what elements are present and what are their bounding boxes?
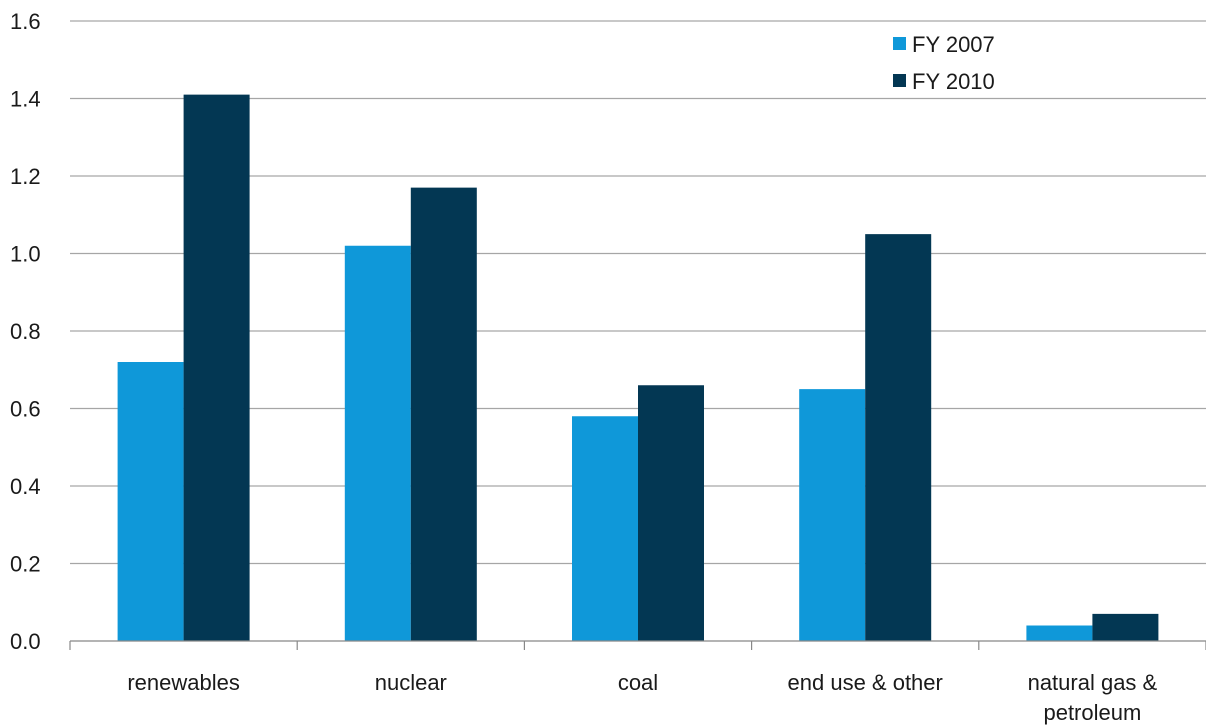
x-tick-label-line: petroleum xyxy=(1043,700,1141,725)
x-axis xyxy=(69,640,1206,650)
bar-fy-2010 xyxy=(1092,613,1159,641)
x-tick-label-line: renewables xyxy=(127,670,240,695)
bar-fy-2007 xyxy=(799,389,866,641)
bar-fy-2007 xyxy=(572,416,638,641)
legend-label: FY 2010 xyxy=(912,69,995,94)
y-tick-label: 0.0 xyxy=(10,629,41,654)
bar-fy-2007 xyxy=(344,245,411,641)
x-axis-labels: renewables nuclear coal end use & other natu… xyxy=(127,670,1157,725)
x-tick-label-line: natural gas & xyxy=(1028,670,1158,695)
y-tick-label: 1.0 xyxy=(10,242,41,267)
bar-fy-2010 xyxy=(183,94,250,641)
bar-fy-2007 xyxy=(1026,625,1093,641)
y-tick-label: 1.4 xyxy=(10,87,41,112)
x-tick-label: natural gas & petroleum xyxy=(1028,670,1158,725)
bar-fy-2010 xyxy=(865,234,932,641)
legend-swatch xyxy=(893,74,906,87)
y-tick-label: 0.4 xyxy=(10,474,41,499)
x-tick-label-line: nuclear xyxy=(375,670,447,695)
legend-label: FY 2007 xyxy=(912,32,995,57)
y-tick-label: 1.6 xyxy=(10,9,41,34)
x-tick-label: coal xyxy=(618,670,658,695)
bar-fy-2010 xyxy=(410,187,477,641)
y-tick-label: 0.8 xyxy=(10,319,41,344)
bars xyxy=(117,94,1159,641)
x-tick-label: end use & other xyxy=(788,670,943,695)
x-tick-label: renewables xyxy=(127,670,240,695)
y-tick-label: 0.6 xyxy=(10,397,41,422)
bar-fy-2010 xyxy=(638,385,704,641)
legend-swatch xyxy=(893,37,906,50)
bar-fy-2007 xyxy=(117,362,184,641)
x-tick-label-line: coal xyxy=(618,670,658,695)
y-tick-label: 1.2 xyxy=(10,164,41,189)
x-tick-label: nuclear xyxy=(375,670,447,695)
x-tick-label-line: end use & other xyxy=(788,670,943,695)
y-axis-ticks: 0.0 0.2 0.4 0.6 0.8 1.0 1.2 1.4 1.6 xyxy=(10,9,41,654)
y-tick-label: 0.2 xyxy=(10,552,41,577)
legend: FY 2007 FY 2010 xyxy=(893,32,995,94)
